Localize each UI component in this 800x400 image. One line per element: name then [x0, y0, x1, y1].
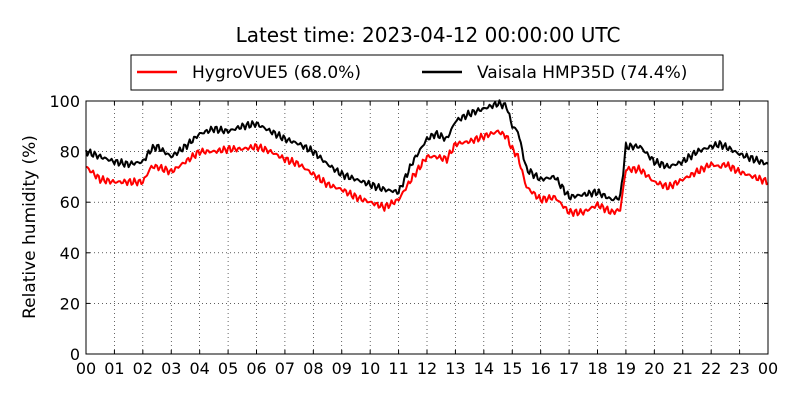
series-line-vaisala — [85, 99, 769, 202]
x-tick-label: 01 — [104, 359, 124, 378]
chart-legend: HygroVUE5 (68.0%) Vaisala HMP35D (74.4%) — [130, 54, 724, 91]
legend-label-vaisala: Vaisala HMP35D (74.4%) — [477, 63, 687, 83]
x-tick-label: 11 — [388, 359, 408, 378]
x-tick-label: 15 — [502, 359, 522, 378]
x-tick-label: 22 — [701, 359, 721, 378]
x-tick-label: 20 — [644, 359, 664, 378]
x-tick-label: 14 — [474, 359, 494, 378]
data-series — [85, 99, 769, 217]
x-tick-label: 21 — [673, 359, 693, 378]
x-tick-label: 13 — [445, 359, 465, 378]
x-tick-label: 17 — [559, 359, 579, 378]
x-tick-label: 19 — [616, 359, 636, 378]
grid-lines — [86, 101, 768, 354]
x-tick-label: 08 — [303, 359, 323, 378]
x-tick-label: 16 — [530, 359, 550, 378]
y-axis: 0 20 40 60 80 100 — [49, 92, 768, 364]
x-tick-label: 05 — [218, 359, 238, 378]
y-axis-label: Relative humidity (%) — [20, 135, 40, 319]
x-tick-label: 10 — [360, 359, 380, 378]
chart-title: Latest time: 2023-04-12 00:00:00 UTC — [236, 23, 621, 47]
x-tick-label: 00 — [758, 359, 778, 378]
y-tick-label: 100 — [49, 92, 80, 111]
x-tick-label: 09 — [332, 359, 352, 378]
x-tick-label: 07 — [275, 359, 295, 378]
series-line-hygrovue5 — [85, 129, 769, 217]
x-tick-label: 03 — [161, 359, 181, 378]
x-tick-label: 04 — [189, 359, 209, 378]
x-tick-label: 06 — [246, 359, 266, 378]
x-axis: 00 01 02 03 04 05 06 07 08 09 10 11 12 13 14 15 16 17 18 19… — [76, 101, 778, 378]
y-tick-label: 80 — [60, 143, 80, 162]
x-tick-label: 12 — [417, 359, 437, 378]
y-tick-label: 60 — [60, 193, 80, 212]
y-tick-label: 20 — [60, 294, 80, 313]
legend-label-hygrovue5: HygroVUE5 (68.0%) — [192, 63, 361, 83]
x-tick-label: 02 — [133, 359, 153, 378]
x-tick-label: 00 — [76, 359, 96, 378]
x-tick-label: 23 — [729, 359, 749, 378]
x-tick-label: 18 — [587, 359, 607, 378]
y-tick-label: 40 — [60, 244, 80, 263]
y-tick-label: 0 — [70, 345, 80, 364]
